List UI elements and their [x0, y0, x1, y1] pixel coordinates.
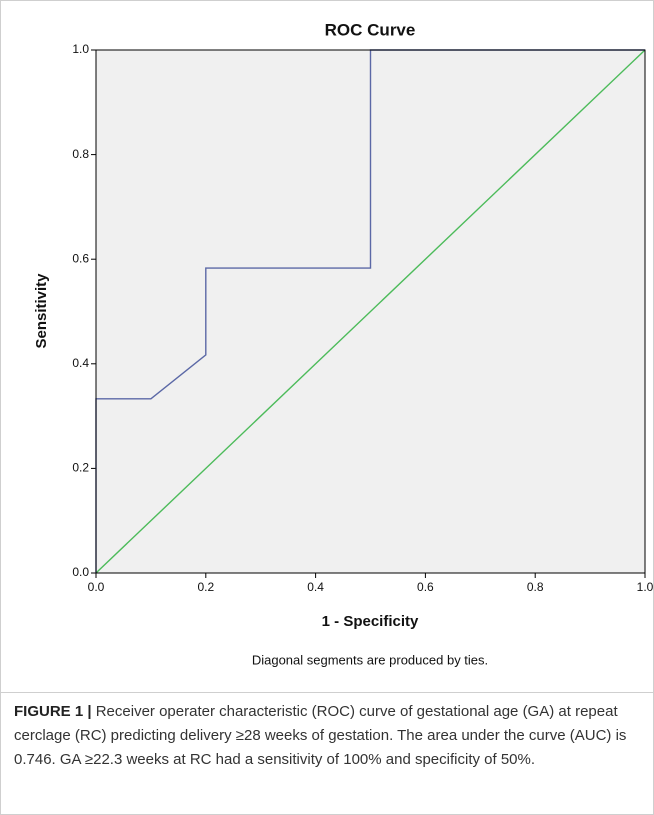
x-tick-label: 0.0	[88, 580, 105, 594]
y-tick-label: 0.4	[72, 356, 89, 370]
chart: ROC Curve Sensitivity 1 - Specificity Di…	[33, 20, 654, 667]
y-tick-label: 0.0	[72, 565, 89, 579]
x-tick-label: 0.6	[417, 580, 434, 594]
x-tick-label: 0.8	[527, 580, 544, 594]
y-tick-label: 1.0	[72, 42, 89, 56]
annotation: Diagonal segments are produced by ties.	[252, 652, 488, 667]
caption-text: Receiver operater characteristic (ROC) c…	[14, 703, 627, 768]
chart-title: ROC Curve	[325, 20, 416, 39]
caption-label: FIGURE 1 |	[14, 703, 92, 720]
series-line	[95, 49, 646, 574]
y-tick-label: 0.8	[72, 147, 89, 161]
series-line	[95, 49, 645, 573]
plot-border	[95, 49, 646, 574]
y-axis-label: Sensitivity	[33, 273, 50, 349]
x-tick-label: 0.4	[307, 580, 324, 594]
x-axis-label: 1 - Specificity	[322, 613, 419, 630]
separator	[1, 692, 653, 693]
x-tick-label: 1.0	[637, 580, 654, 594]
y-tick-label: 0.2	[72, 461, 89, 475]
caption: FIGURE 1 | Receiver operater characteris…	[14, 700, 642, 772]
y-tick-label: 0.6	[72, 251, 89, 265]
x-tick-label: 0.2	[197, 580, 214, 594]
